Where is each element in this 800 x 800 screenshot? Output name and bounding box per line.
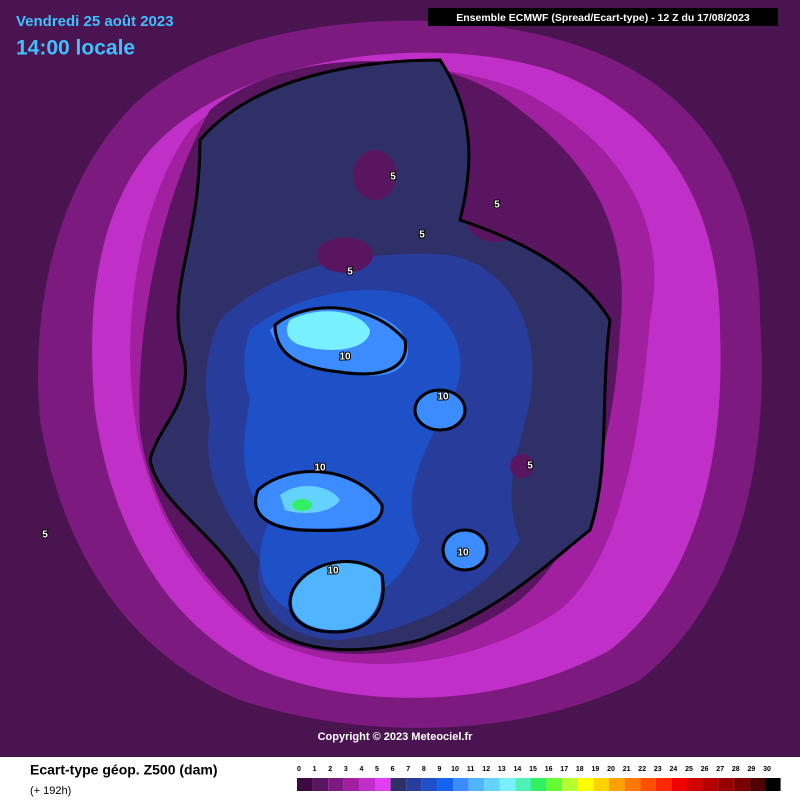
colorbar-box [375,778,391,791]
colorbar-label: 4 [359,766,363,773]
colorbar-label: 12 [482,766,490,773]
model: Ensemble ECMWF (Spread/Ecart-type) - 12 … [456,12,750,24]
colorbar: 0 1 2 3 4 5 6 7 8 9 10 11 12 13 14 15 16 17 18 19 20 21 22 23 24… [297,766,781,791]
colorbar-box [328,778,344,791]
colorbar-box [546,778,563,791]
legend-title: Ecart-type géop. Z500 (dam) [30,762,218,778]
colorbar-box [749,778,765,791]
contour-label: 10 [314,463,326,474]
colorbar-box [499,778,516,791]
colorbar-label: 2 [328,766,332,773]
colorbar-box [702,778,719,791]
colorbar-box [624,778,641,791]
copyright: Copyright © 2023 Meteociel.fr [318,731,474,743]
colorbar-label: 16 [545,766,553,773]
contour-label: 10 [437,392,449,403]
colorbar-label: 25 [685,766,693,773]
date: Vendredi 25 août 2023 [16,13,174,30]
colorbar-box [515,778,531,791]
colorbar-label: 22 [638,766,646,773]
colorbar-box [484,778,500,791]
contour-label: 5 [347,267,353,278]
colorbar-label: 6 [391,766,395,773]
colorbar-box [297,778,313,791]
colorbar-box [453,778,469,791]
colorbar-label: 5 [375,766,379,773]
contour-label: 5 [527,461,533,472]
colorbar-label: 19 [592,766,600,773]
time: 14:00 locale [16,37,135,60]
colorbar-box [687,778,703,791]
colorbar-box [765,778,781,791]
colorbar-box [390,778,407,791]
colorbar-label: 30 [763,766,771,773]
colorbar-label: 17 [560,766,568,773]
colorbar-box [406,778,422,791]
colorbar-label: 27 [716,766,724,773]
colorbar-label: 14 [514,766,522,773]
colorbar-box [640,778,656,791]
colorbar-box [609,778,625,791]
shading [38,20,762,728]
colorbar-box [343,778,360,791]
colorbar-label: 15 [529,766,537,773]
colorbar-label: 11 [467,766,475,773]
contour-label: 5 [390,172,396,183]
colorbar-label: 28 [732,766,740,773]
colorbar-box [421,778,438,791]
colorbar-box [312,778,329,791]
colorbar-box [577,778,594,791]
colorbar-box [468,778,485,791]
colorbar-label: 18 [576,766,584,773]
colorbar-box [671,778,687,791]
colorbar-label: 3 [344,766,348,773]
colorbar-label: 10 [451,766,459,773]
colorbar-label: 7 [406,766,410,773]
colorbar-box [562,778,578,791]
colorbar-box [593,778,609,791]
colorbar-box [437,778,453,791]
contour-label: 10 [457,548,469,559]
colorbar-label: 13 [498,766,506,773]
model-box [428,8,778,26]
contour-label: 5 [419,230,425,241]
colorbar-label: 0 [297,766,301,773]
colorbar-label: 21 [623,766,631,773]
legend-subtitle: (+ 192h) [30,785,71,797]
colorbar-box [733,778,750,791]
colorbar-label: 20 [607,766,615,773]
colorbar-box [655,778,672,791]
colorbar-box [531,778,547,791]
contour-label: 10 [339,352,351,363]
colorbar-label: 24 [670,766,678,773]
colorbar-label: 1 [313,766,317,773]
colorbar-label: 29 [748,766,756,773]
colorbar-box [359,778,375,791]
contours [148,58,612,652]
colorbar-label: 9 [437,766,441,773]
colorbar-label: 23 [654,766,662,773]
contour-label: 5 [42,530,48,541]
contour-label: 10 [327,566,339,577]
colorbar-box [718,778,734,791]
colorbar-label: 8 [422,766,426,773]
contour-labels: 5 5 5 5 5 5 10 10 10 10 10 [41,171,534,578]
contour-label: 5 [494,200,500,211]
colorbar-label: 26 [701,766,709,773]
